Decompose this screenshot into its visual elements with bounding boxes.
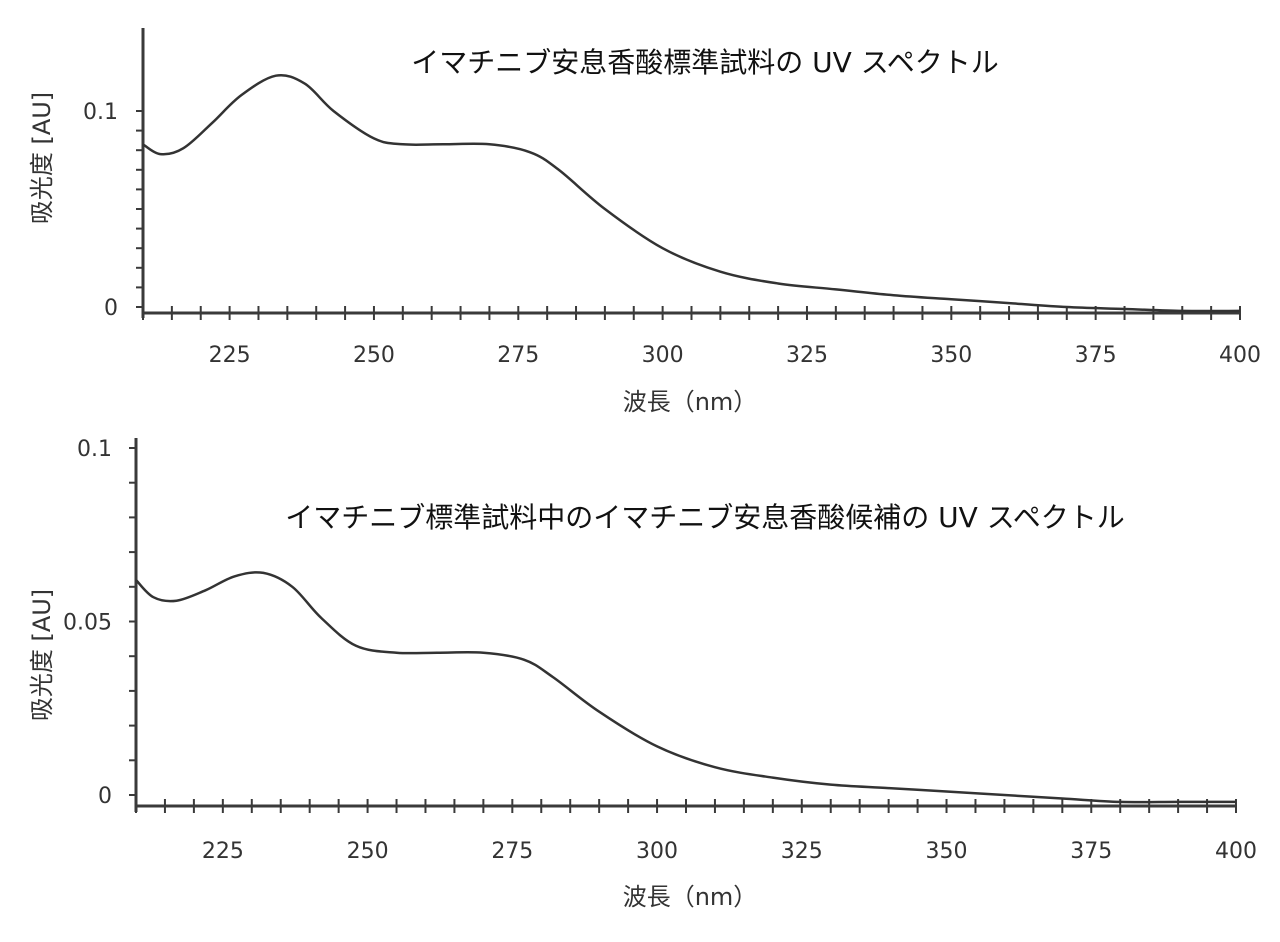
x-tick-label: 300 (642, 343, 684, 368)
chart-title: イマチニブ安息香酸標準試料の UV スペクトル (411, 46, 999, 79)
y-tick-label: 0.1 (83, 100, 118, 125)
y-tick-label: 0 (104, 296, 118, 321)
x-tick-label: 250 (347, 839, 389, 864)
x-tick-label: 400 (1215, 839, 1257, 864)
chart-bottom: イマチニブ標準試料中のイマチニブ安息香酸候補の UV スペクトル 吸光度 [AU… (28, 437, 1257, 911)
chart-title: イマチニブ標準試料中のイマチニブ安息香酸候補の UV スペクトル (285, 501, 1125, 534)
y-tick-label: 0.1 (77, 437, 112, 462)
x-tick-label: 350 (930, 343, 972, 368)
y-tick-label: 0.05 (63, 611, 112, 636)
tick-marks (136, 110, 1241, 320)
x-tick-label: 275 (491, 839, 533, 864)
chart-top: イマチニブ安息香酸標準試料の UV スペクトル 吸光度 [AU] 波長（nm） … (28, 28, 1261, 416)
tick-labels: 225 250 275 300 325 350 375 400 0 0.1 (83, 100, 1261, 368)
x-tick-label: 300 (636, 839, 678, 864)
y-tick-label: 0 (98, 784, 112, 809)
spectrum-line (142, 74, 1241, 313)
tick-labels: 225 250 275 300 325 350 375 400 0 0.05 0.1 (63, 437, 1257, 864)
tick-marks (129, 447, 1237, 813)
x-axis-label: 波長（nm） (623, 883, 758, 911)
x-tick-label: 250 (353, 343, 395, 368)
x-tick-label: 350 (926, 839, 968, 864)
x-axis-label: 波長（nm） (623, 388, 758, 416)
x-tick-label: 275 (497, 343, 539, 368)
x-tick-label: 325 (781, 839, 823, 864)
y-axis-label: 吸光度 [AU] (28, 589, 56, 721)
x-tick-label: 225 (202, 839, 244, 864)
x-tick-label: 225 (209, 343, 251, 368)
x-tick-label: 325 (786, 343, 828, 368)
y-axis-label: 吸光度 [AU] (28, 92, 56, 224)
spectrum-line (135, 571, 1236, 804)
x-tick-label: 375 (1075, 343, 1117, 368)
x-tick-label: 400 (1219, 343, 1261, 368)
x-tick-label: 375 (1070, 839, 1112, 864)
